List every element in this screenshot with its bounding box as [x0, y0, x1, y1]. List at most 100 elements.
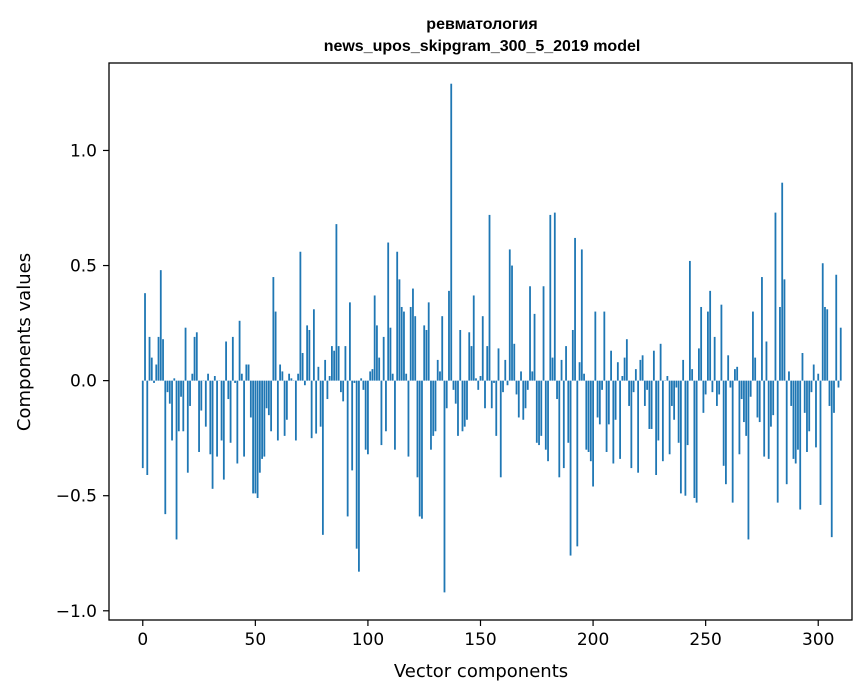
bar-112 [394, 380, 396, 450]
x-tick-label: 150 [464, 630, 496, 650]
bar-260 [727, 355, 730, 381]
bar-308 [835, 274, 838, 381]
bar-216 [628, 380, 630, 406]
bar-88 [340, 380, 342, 393]
bar-149 [477, 380, 480, 390]
bar-253 [711, 380, 714, 393]
bar-297 [810, 380, 813, 393]
bar-178 [542, 286, 545, 381]
bar-109 [387, 242, 390, 381]
chart-title: ревматология [426, 16, 537, 33]
bar-156 [493, 380, 495, 383]
bar-161 [504, 359, 507, 381]
bar-168 [520, 371, 522, 381]
bar-207 [607, 380, 610, 425]
bar-14 [173, 378, 176, 381]
bar-262 [731, 380, 734, 503]
y-axis-label: Components values [14, 253, 35, 431]
bar-73 [306, 325, 309, 381]
bar-180 [547, 380, 549, 462]
bar-99 [364, 380, 367, 450]
bar-54 [263, 380, 266, 457]
x-tick-label: 200 [577, 630, 609, 650]
bar-200 [592, 380, 594, 487]
bar-204 [601, 380, 603, 390]
bar-113 [396, 251, 399, 381]
bar-12 [168, 380, 171, 404]
bar-38 [227, 380, 230, 400]
bar-135 [445, 380, 448, 409]
bar-194 [578, 362, 581, 381]
bar-294 [803, 380, 806, 413]
bar-47 [247, 364, 250, 381]
bar-251 [707, 311, 709, 381]
bar-118 [407, 380, 410, 457]
bar-249 [702, 380, 705, 413]
bar-176 [538, 380, 540, 446]
bar-279 [770, 380, 772, 427]
bar-286 [785, 380, 788, 485]
bar-71 [301, 353, 304, 381]
bar-79 [319, 380, 322, 427]
bar-64 [285, 380, 288, 420]
bar-154 [488, 214, 491, 381]
bar-36 [222, 380, 225, 480]
bar-136 [448, 290, 450, 381]
bar-32 [213, 376, 216, 381]
bar-271 [752, 311, 754, 381]
bar-219 [634, 369, 637, 381]
bar-62 [281, 371, 284, 381]
bar-160 [502, 380, 504, 393]
bar-58 [272, 277, 275, 381]
bar-226 [650, 380, 653, 429]
bar-235 [670, 380, 673, 406]
bar-222 [641, 355, 644, 381]
bar-159 [499, 380, 502, 478]
bar-285 [783, 279, 786, 381]
bar-198 [587, 380, 590, 452]
bar-94 [353, 380, 356, 383]
bar-98 [362, 380, 365, 390]
bar-258 [722, 380, 725, 466]
bar-139 [454, 380, 457, 404]
bar-276 [763, 380, 766, 457]
bar-60 [276, 380, 279, 441]
bar-82 [326, 380, 329, 400]
y-tick-label: −0.5 [56, 487, 97, 507]
bar-76 [312, 309, 315, 381]
bar-278 [767, 380, 770, 459]
bar-233 [666, 376, 669, 381]
bar-300 [817, 373, 820, 381]
bar-173 [531, 371, 534, 381]
bar-230 [659, 343, 662, 381]
bar-85 [333, 350, 336, 381]
bar-48 [249, 380, 252, 418]
bar-133 [441, 316, 444, 381]
bar-255 [716, 380, 718, 406]
bar-150 [479, 376, 482, 381]
bar-87 [337, 346, 340, 381]
bar-50 [254, 380, 257, 494]
bar-292 [799, 380, 802, 510]
bar-208 [610, 350, 612, 381]
bar-56 [267, 380, 270, 416]
bar-51 [256, 380, 259, 499]
bar-193 [576, 380, 579, 547]
bar-229 [657, 380, 660, 441]
bar-203 [598, 380, 601, 425]
bar-266 [740, 380, 743, 400]
bar-214 [623, 357, 626, 381]
bar-106 [380, 380, 383, 446]
bar-110 [389, 327, 392, 381]
bar-185 [558, 380, 561, 478]
bar-220 [637, 380, 640, 473]
bar-105 [378, 357, 381, 381]
bar-280 [772, 380, 775, 416]
bar-101 [369, 371, 372, 381]
bar-59 [274, 311, 277, 381]
bar-65 [288, 373, 291, 381]
bar-143 [463, 380, 466, 427]
x-tick-label: 250 [689, 630, 721, 650]
bar-212 [619, 380, 621, 459]
bar-218 [632, 380, 635, 393]
